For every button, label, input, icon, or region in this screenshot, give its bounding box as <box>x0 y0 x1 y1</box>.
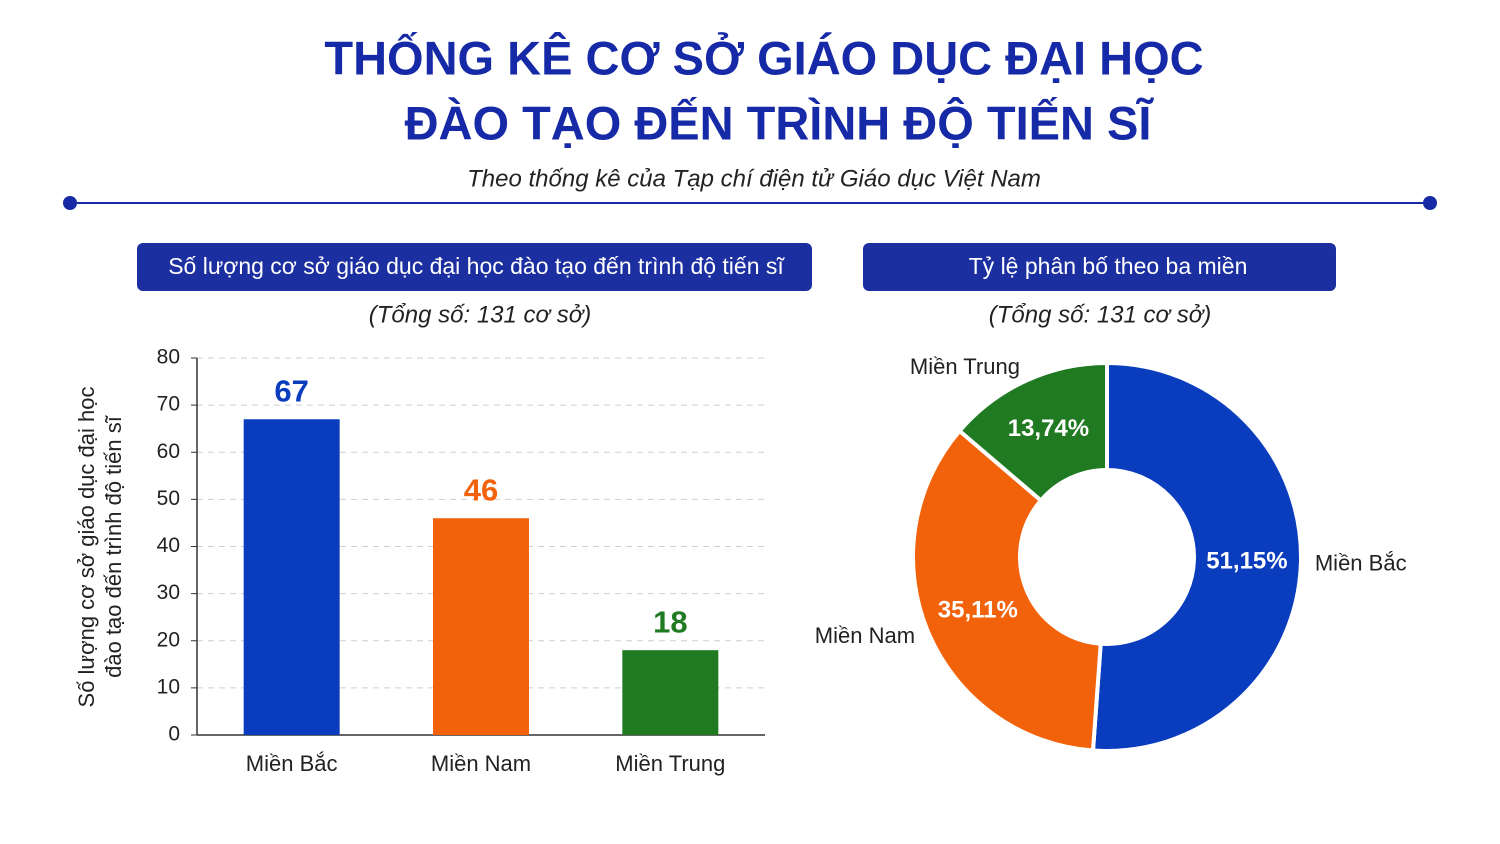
bar <box>243 419 340 735</box>
panel-subtitle: (Tổng số: 131 cơ sở) <box>369 301 591 328</box>
x-tick-label: Miền Nam <box>431 751 531 776</box>
divider-dot <box>63 196 77 210</box>
value-label: 46 <box>464 472 498 507</box>
panel-title: Số lượng cơ sở giáo dục đại học đào tạo … <box>168 253 785 279</box>
title-line: ĐÀO TẠO ĐẾN TRÌNH ĐỘ TIẾN SĨ <box>405 96 1155 149</box>
y-tick-label: 50 <box>157 487 180 510</box>
value-label: 51,15% <box>1206 547 1287 574</box>
title-line: THỐNG KÊ CƠ SỞ GIÁO DỤC ĐẠI HỌC <box>324 31 1203 84</box>
y-tick-label: 10 <box>157 675 180 698</box>
y-axis-label: đào tạo đến trình độ tiến sĩ <box>101 415 126 678</box>
donut-slice <box>911 428 1103 753</box>
y-tick-label: 20 <box>157 628 180 651</box>
y-tick-label: 80 <box>157 346 180 369</box>
y-axis-label: Số lượng cơ sở giáo dục đại học <box>74 387 99 708</box>
value-label: 35,11% <box>938 596 1018 623</box>
slice-label: Miền Bắc <box>1315 550 1407 575</box>
y-tick-label: 60 <box>157 440 180 463</box>
panel-subtitle: (Tổng số: 131 cơ sở) <box>989 301 1211 328</box>
y-tick-label: 0 <box>168 723 180 746</box>
y-tick-label: 70 <box>157 393 180 416</box>
bar <box>433 518 529 735</box>
x-tick-label: Miền Trung <box>615 751 725 776</box>
panel-header <box>863 243 1336 291</box>
divider-dot <box>1423 196 1437 210</box>
x-tick-label: Miền Bắc <box>246 751 338 776</box>
slice-label: Miền Nam <box>815 623 915 648</box>
y-tick-label: 40 <box>157 534 180 557</box>
subtitle: Theo thống kê của Tạp chí điện tử Giáo d… <box>467 165 1041 192</box>
panel-title: Tỷ lệ phân bố theo ba miền <box>969 253 1248 279</box>
value-label: 67 <box>274 373 308 408</box>
bar <box>622 650 719 735</box>
slice-label: Miền Trung <box>910 354 1020 379</box>
value-label: 18 <box>653 604 687 639</box>
panel-header <box>137 243 812 291</box>
value-label: 13,74% <box>1008 415 1089 442</box>
y-tick-label: 30 <box>157 581 180 604</box>
donut-slice <box>1090 360 1303 753</box>
donut-slice <box>956 360 1109 504</box>
